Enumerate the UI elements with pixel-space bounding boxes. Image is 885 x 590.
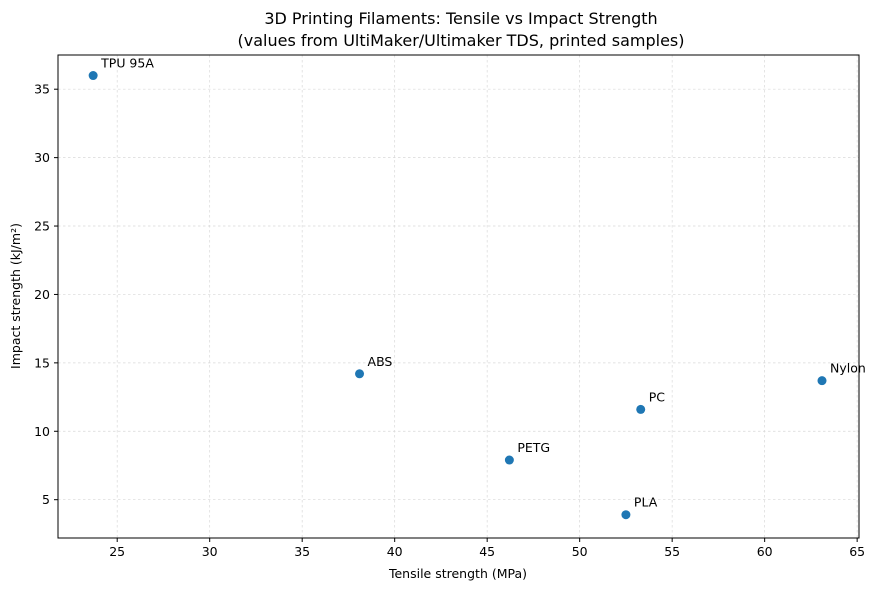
data-point (355, 369, 365, 379)
x-tick-label: 25 (109, 544, 125, 559)
data-point (504, 455, 514, 465)
y-tick-label: 20 (34, 287, 50, 302)
data-point (621, 510, 631, 520)
y-tick-label: 25 (34, 219, 50, 234)
x-tick-label: 45 (479, 544, 495, 559)
data-point-label: ABS (368, 354, 393, 369)
data-point (817, 376, 827, 386)
data-point-label: PETG (517, 440, 550, 455)
data-point-label: TPU 95A (100, 56, 154, 71)
data-point (636, 404, 646, 414)
x-tick-label: 40 (387, 544, 403, 559)
chart-subtitle: (values from UltiMaker/Ultimaker TDS, pr… (238, 31, 685, 50)
chart-title: 3D Printing Filaments: Tensile vs Impact… (264, 9, 657, 28)
y-tick-label: 30 (34, 150, 50, 165)
y-tick-label: 15 (34, 355, 50, 370)
x-tick-label: 55 (664, 544, 680, 559)
plot-frame (57, 54, 860, 539)
x-tick-label: 30 (202, 544, 218, 559)
x-tick-label: 35 (294, 544, 310, 559)
data-point-label: Nylon (830, 361, 866, 376)
y-tick-label: 10 (34, 424, 50, 439)
x-tick-label: 50 (572, 544, 588, 559)
data-point-label: PC (649, 389, 666, 404)
grid (58, 55, 859, 538)
axis-ticks: 25 30 35 40 45 50 55 60 65 5 10 15 20 25 30 35 (34, 82, 865, 559)
data-points: TPU 95A ABS PETG PLA PC Nylon (88, 56, 866, 520)
y-tick-label: 5 (42, 492, 50, 507)
x-tick-label: 60 (757, 544, 773, 559)
x-tick-label: 65 (849, 544, 865, 559)
x-axis-label: Tensile strength (MPa) (388, 566, 527, 581)
data-point (88, 71, 98, 81)
data-point-label: PLA (634, 495, 658, 510)
y-tick-label: 35 (34, 82, 50, 97)
y-axis-label: Impact strength (kJ/m²) (8, 223, 23, 369)
